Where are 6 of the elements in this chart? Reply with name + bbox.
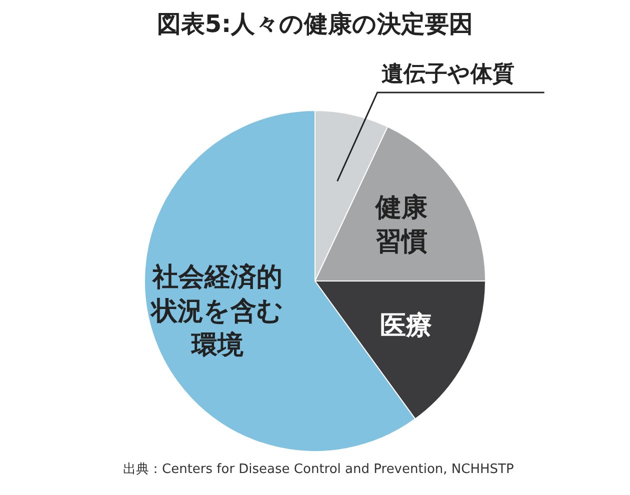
slice-label: 健康習慣 bbox=[374, 192, 428, 257]
slice-label: 遺伝子や体質 bbox=[381, 61, 514, 88]
slice-label: 社会経済的状況を含む環境 bbox=[150, 262, 284, 360]
slice-label: 医療 bbox=[380, 311, 432, 342]
chart-title: 図表5:人々の健康の決定要因 bbox=[156, 9, 474, 40]
source-note: 出典：Centers for Disease Control and Prevention, NCHHSTP bbox=[122, 461, 515, 478]
